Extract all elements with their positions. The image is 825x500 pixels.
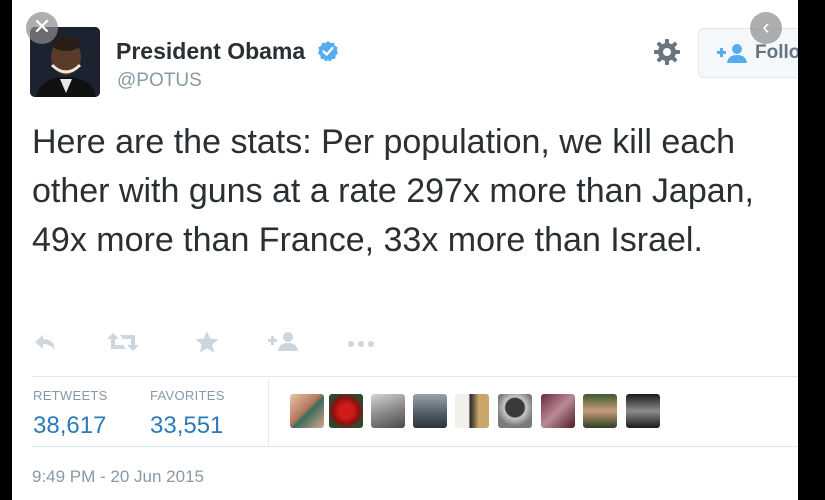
avatar[interactable] <box>371 394 405 428</box>
verified-badge-icon <box>317 41 338 62</box>
avatar[interactable] <box>583 394 617 428</box>
divider <box>32 446 798 447</box>
favorites-count[interactable]: 33,551 <box>150 412 224 439</box>
author-name-row[interactable]: President Obama <box>116 38 339 65</box>
retweets-stat[interactable]: RETWEETS 38,617 <box>33 388 108 440</box>
tweet-text: Here are the stats: Per population, we k… <box>32 123 755 259</box>
retweet-icon[interactable] <box>106 330 140 354</box>
avatar[interactable] <box>455 394 489 428</box>
tweet-timestamp[interactable]: 9:49 PM - 20 Jun 2015 <box>32 467 205 486</box>
follow-button-label: Follo <box>755 42 798 63</box>
more-icon[interactable] <box>346 330 378 354</box>
star-icon[interactable] <box>194 330 220 354</box>
avatar[interactable] <box>329 394 363 428</box>
tweet-card: President Obama @POTUS <box>12 0 798 500</box>
favorites-label: FAVORITES <box>150 388 225 403</box>
avatar[interactable] <box>290 394 324 428</box>
divider <box>32 376 798 377</box>
stats-divider <box>268 380 269 446</box>
close-icon[interactable]: ✕ <box>26 12 58 44</box>
retweets-count[interactable]: 38,617 <box>33 412 107 439</box>
avatar[interactable] <box>626 394 660 428</box>
favorites-stat[interactable]: FAVORITES 33,551 <box>150 388 225 440</box>
avatar[interactable] <box>413 394 447 428</box>
author-name[interactable]: President Obama <box>116 38 306 64</box>
follow-button[interactable]: Follo <box>698 28 798 78</box>
avatar[interactable] <box>498 394 532 428</box>
avatar[interactable] <box>541 394 575 428</box>
gear-icon[interactable] <box>653 38 681 66</box>
reply-icon[interactable] <box>32 330 58 354</box>
add-user-icon[interactable] <box>266 330 300 354</box>
add-user-icon <box>717 44 747 63</box>
author-handle[interactable]: @POTUS <box>117 70 202 91</box>
retweets-label: RETWEETS <box>33 388 108 403</box>
chevron-left-icon[interactable]: ‹ <box>750 12 782 44</box>
